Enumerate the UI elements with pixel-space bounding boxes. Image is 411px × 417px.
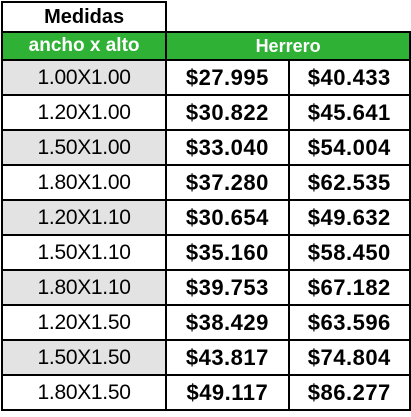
price-cell: $58.450: [287, 234, 411, 271]
size-cell: 1.80X1.10: [0, 269, 168, 306]
price-cell: $38.429: [165, 304, 290, 341]
table-row: 1.80X1.10 $39.753 $67.182: [0, 269, 411, 306]
price-cell: $49.117: [165, 374, 290, 411]
price-cell: $40.433: [287, 59, 411, 96]
price-cell: $49.632: [287, 199, 411, 236]
price-cell: $27.995: [165, 59, 290, 96]
price-cell: $45.641: [287, 94, 411, 131]
price-cell: $67.182: [287, 269, 411, 306]
table-row: 1.80X1.50 $49.117 $86.277: [0, 374, 411, 411]
table-row: 1.50X1.10 $35.160 $58.450: [0, 234, 411, 271]
medidas-title: Medidas: [0, 1, 168, 33]
price-cell: $43.817: [165, 339, 290, 376]
table-row: 1.20X1.10 $30.654 $49.632: [0, 199, 411, 236]
size-column-header: ancho x alto: [0, 31, 168, 61]
size-cell: 1.50X1.00: [0, 129, 168, 166]
title-row: Medidas: [0, 1, 410, 33]
price-cell: $30.822: [165, 94, 290, 131]
size-cell: 1.20X1.00: [0, 94, 168, 131]
size-cell: 1.50X1.50: [0, 339, 168, 376]
subheader-row: ancho x alto Herrero: [0, 31, 411, 61]
price-cell: $30.654: [165, 199, 290, 236]
table-row: 1.00X1.00 $27.995 $40.433: [0, 59, 411, 96]
size-cell: 1.20X1.50: [0, 304, 168, 341]
price-cell: $37.280: [165, 164, 290, 201]
price-cell: $39.753: [165, 269, 290, 306]
size-cell: 1.20X1.10: [0, 199, 168, 236]
blank-header-cell: [165, 2, 410, 33]
size-cell: 1.80X1.50: [0, 374, 168, 411]
herrero-group-header: Herrero: [165, 31, 411, 61]
price-cell: $74.804: [287, 339, 411, 376]
table-row: 1.50X1.50 $43.817 $74.804: [0, 339, 411, 376]
table-row: 1.80X1.00 $37.280 $62.535: [0, 164, 411, 201]
price-cell: $33.040: [165, 129, 290, 166]
price-cell: $54.004: [287, 129, 411, 166]
size-cell: 1.00X1.00: [0, 59, 168, 96]
price-cell: $86.277: [287, 374, 411, 411]
price-cell: $62.535: [287, 164, 411, 201]
table-row: 1.20X1.50 $38.429 $63.596: [0, 304, 411, 341]
size-cell: 1.80X1.00: [0, 164, 168, 201]
table-row: 1.50X1.00 $33.040 $54.004: [0, 129, 411, 166]
price-cell: $63.596: [287, 304, 411, 341]
size-cell: 1.50X1.10: [0, 234, 168, 271]
price-cell: $35.160: [165, 234, 290, 271]
table-row: 1.20X1.00 $30.822 $45.641: [0, 94, 411, 131]
